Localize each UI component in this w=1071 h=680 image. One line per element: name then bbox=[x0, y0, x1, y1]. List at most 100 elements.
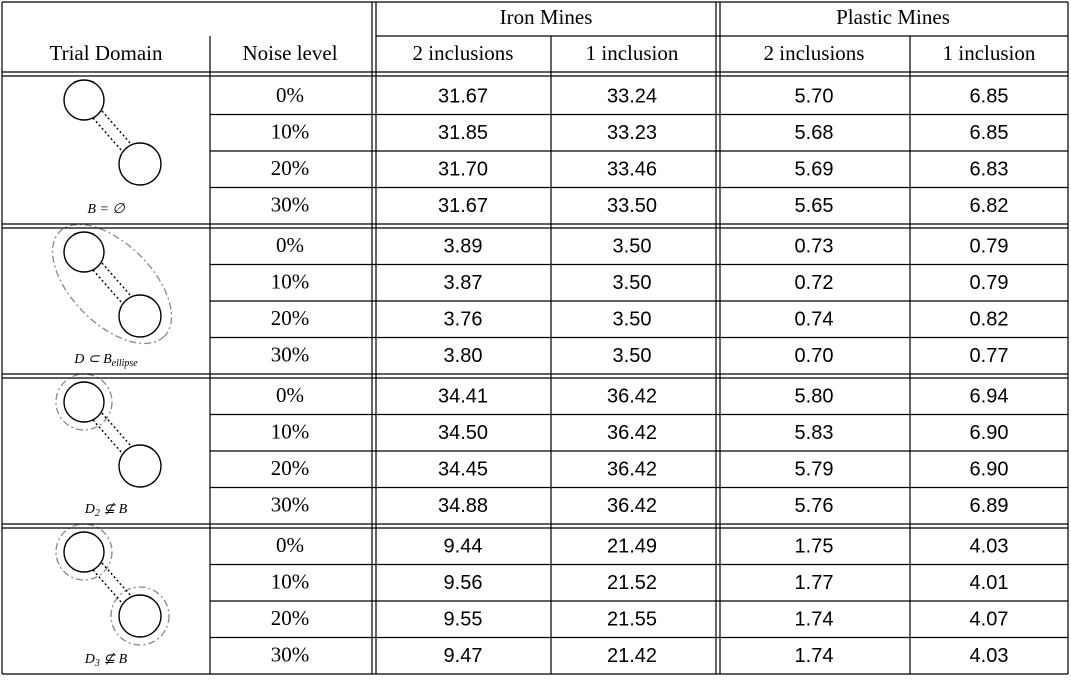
cell-value: 6.90 bbox=[970, 459, 1009, 481]
cell-value: 31.67 bbox=[438, 195, 488, 217]
domain-icon bbox=[63, 79, 162, 186]
cell-value: 4.07 bbox=[970, 609, 1009, 631]
column-header: Noise level bbox=[242, 41, 337, 65]
noise-level: 20% bbox=[271, 306, 310, 330]
cell-value: 36.42 bbox=[607, 422, 657, 444]
cell-value: 1.74 bbox=[795, 609, 834, 631]
caption-part: D bbox=[84, 502, 95, 517]
cell-value: 36.42 bbox=[607, 459, 657, 481]
cell-value: 9.55 bbox=[444, 609, 483, 631]
cell-value: 0.70 bbox=[795, 345, 834, 367]
cell-value: 33.24 bbox=[607, 86, 657, 108]
cell-value: 33.23 bbox=[607, 122, 657, 144]
header-group: Iron Mines bbox=[500, 5, 593, 29]
noise-level: 30% bbox=[271, 193, 310, 217]
caption-part: B = ∅ bbox=[87, 202, 125, 217]
cell-value: 3.80 bbox=[444, 345, 483, 367]
domain-caption: D ⊂ Bellipse bbox=[73, 352, 138, 369]
domain-caption: D2 ⊈ B bbox=[84, 502, 128, 519]
column-header: 1 inclusion bbox=[586, 41, 679, 65]
column-header: 1 inclusion bbox=[943, 41, 1036, 65]
column-header: 2 inclusions bbox=[413, 41, 514, 65]
domain-icon bbox=[55, 373, 162, 488]
cell-value: 21.42 bbox=[607, 645, 657, 667]
cell-value: 31.70 bbox=[438, 159, 488, 181]
column-header: 2 inclusions bbox=[764, 41, 865, 65]
caption-part: D ⊂ B bbox=[73, 352, 112, 367]
cell-value: 0.79 bbox=[970, 236, 1009, 258]
cell-value: 5.83 bbox=[795, 422, 834, 444]
cell-value: 6.90 bbox=[970, 422, 1009, 444]
cell-value: 9.56 bbox=[444, 572, 483, 594]
caption-part: 3 bbox=[94, 658, 100, 669]
cell-value: 6.85 bbox=[970, 122, 1009, 144]
cell-value: 1.75 bbox=[795, 536, 834, 558]
cell-value: 33.50 bbox=[607, 195, 657, 217]
cell-value: 4.03 bbox=[970, 536, 1009, 558]
cell-value: 5.65 bbox=[795, 195, 834, 217]
cell-value: 0.82 bbox=[970, 309, 1009, 331]
domain-icon bbox=[51, 223, 173, 345]
cell-value: 36.42 bbox=[607, 386, 657, 408]
cell-value: 0.79 bbox=[970, 272, 1009, 294]
cell-value: 9.44 bbox=[444, 536, 483, 558]
cell-value: 31.85 bbox=[438, 122, 488, 144]
header-group: Plastic Mines bbox=[836, 5, 950, 29]
noise-level: 20% bbox=[271, 606, 310, 630]
cell-value: 21.52 bbox=[607, 572, 657, 594]
domain-caption: B = ∅ bbox=[87, 202, 125, 217]
cell-value: 6.83 bbox=[970, 159, 1009, 181]
caption-part: ⊈ B bbox=[100, 502, 128, 517]
cell-value: 1.74 bbox=[795, 645, 834, 667]
noise-level: 0% bbox=[276, 233, 304, 257]
cell-value: 5.68 bbox=[795, 122, 834, 144]
domain-icon bbox=[55, 523, 170, 646]
cell-value: 5.70 bbox=[795, 86, 834, 108]
cell-value: 3.50 bbox=[613, 309, 652, 331]
noise-level: 0% bbox=[276, 83, 304, 107]
cell-value: 21.49 bbox=[607, 536, 657, 558]
noise-level: 30% bbox=[271, 643, 310, 667]
noise-level: 0% bbox=[276, 383, 304, 407]
cell-value: 5.76 bbox=[795, 495, 834, 517]
cell-value: 31.67 bbox=[438, 86, 488, 108]
noise-level: 10% bbox=[271, 420, 310, 444]
cell-value: 1.77 bbox=[795, 572, 834, 594]
noise-level: 20% bbox=[271, 456, 310, 480]
cell-value: 21.55 bbox=[607, 609, 657, 631]
cell-value: 3.50 bbox=[613, 236, 652, 258]
cell-value: 6.85 bbox=[970, 86, 1009, 108]
cell-value: 3.50 bbox=[613, 272, 652, 294]
cell-value: 34.88 bbox=[438, 495, 488, 517]
cell-value: 4.01 bbox=[970, 572, 1009, 594]
column-header: Trial Domain bbox=[50, 41, 163, 65]
noise-level: 10% bbox=[271, 120, 310, 144]
caption-part: D bbox=[84, 652, 95, 667]
cell-value: 34.45 bbox=[438, 459, 488, 481]
cell-value: 34.50 bbox=[438, 422, 488, 444]
cell-value: 5.79 bbox=[795, 459, 834, 481]
noise-level: 10% bbox=[271, 570, 310, 594]
cell-value: 0.73 bbox=[795, 236, 834, 258]
cell-value: 4.03 bbox=[970, 645, 1009, 667]
noise-level: 0% bbox=[276, 533, 304, 557]
caption-part: ellipse bbox=[112, 358, 139, 369]
noise-level: 20% bbox=[271, 156, 310, 180]
cell-value: 3.87 bbox=[444, 272, 483, 294]
cell-value: 3.76 bbox=[444, 309, 483, 331]
caption-part: 2 bbox=[95, 508, 100, 519]
cell-value: 5.80 bbox=[795, 386, 834, 408]
cell-value: 0.77 bbox=[970, 345, 1009, 367]
cell-value: 34.41 bbox=[438, 386, 488, 408]
cell-value: 6.89 bbox=[970, 495, 1009, 517]
cell-value: 3.89 bbox=[444, 236, 483, 258]
cell-value: 0.74 bbox=[795, 309, 834, 331]
cell-value: 6.94 bbox=[970, 386, 1009, 408]
cell-value: 9.47 bbox=[444, 645, 483, 667]
noise-level: 30% bbox=[271, 343, 310, 367]
cell-value: 6.82 bbox=[970, 195, 1009, 217]
cell-value: 36.42 bbox=[607, 495, 657, 517]
noise-level: 10% bbox=[271, 270, 310, 294]
cell-value: 0.72 bbox=[795, 272, 834, 294]
